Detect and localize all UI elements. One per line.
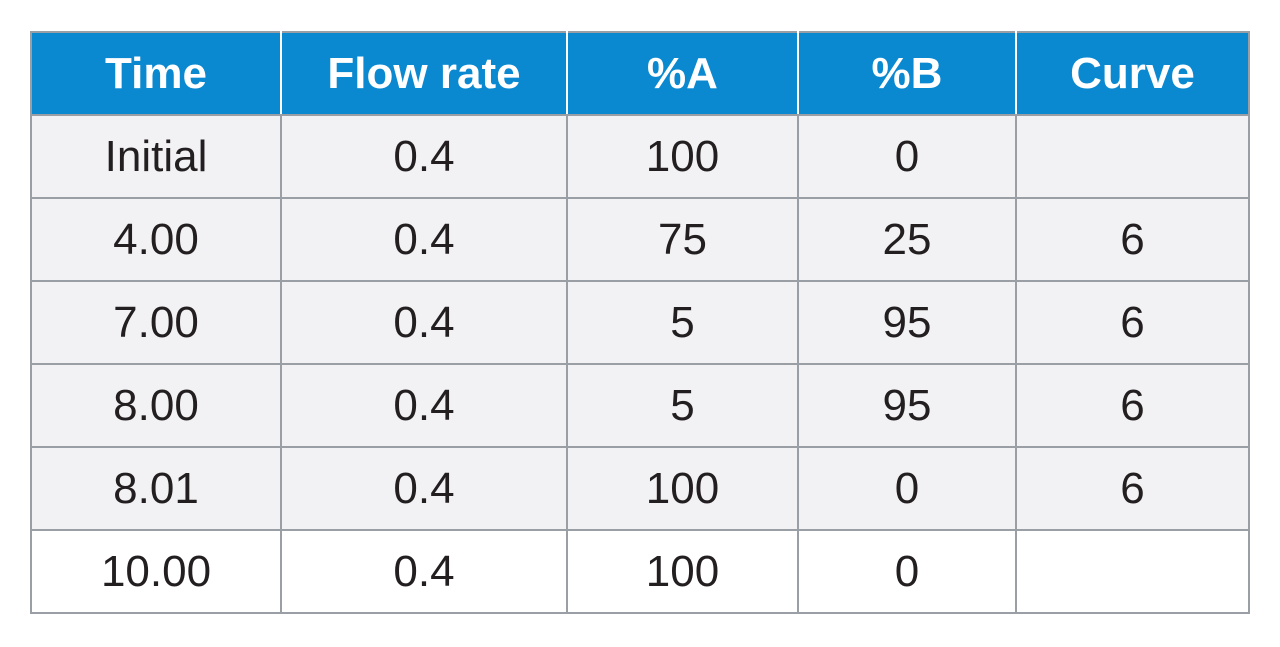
header-percent-b: %B [797,32,1017,116]
header-percent-a: %A [566,32,799,116]
table-row: 4.00 0.4 75 25 6 [30,197,1250,282]
cell-percent-b: 0 [797,529,1017,614]
cell-time: 10.00 [30,529,282,614]
cell-percent-b: 0 [797,114,1017,199]
header-curve: Curve [1015,32,1249,116]
cell-curve: 6 [1015,446,1250,531]
gradient-table: Time Flow rate %A %B Curve Initial 0.4 1… [30,31,1250,614]
cell-time: 7.00 [30,280,282,365]
cell-percent-a: 100 [566,446,799,531]
cell-curve: 6 [1015,363,1250,448]
cell-time: 4.00 [30,197,282,282]
cell-time: 8.01 [30,446,282,531]
table-row: Initial 0.4 100 0 [30,114,1250,199]
cell-percent-a: 5 [566,280,799,365]
cell-flow-rate: 0.4 [280,529,568,614]
cell-percent-b: 0 [797,446,1017,531]
cell-time: Initial [30,114,282,199]
cell-curve [1015,114,1250,199]
cell-flow-rate: 0.4 [280,363,568,448]
cell-percent-b: 25 [797,197,1017,282]
cell-percent-a: 75 [566,197,799,282]
header-flow-rate: Flow rate [280,32,568,116]
cell-percent-a: 5 [566,363,799,448]
cell-time: 8.00 [30,363,282,448]
header-time: Time [31,32,282,116]
cell-curve: 6 [1015,280,1250,365]
table-row: 7.00 0.4 5 95 6 [30,280,1250,365]
cell-percent-a: 100 [566,529,799,614]
cell-percent-a: 100 [566,114,799,199]
table-row: 10.00 0.4 100 0 [30,529,1250,614]
cell-flow-rate: 0.4 [280,197,568,282]
cell-flow-rate: 0.4 [280,280,568,365]
table-row: 8.01 0.4 100 0 6 [30,446,1250,531]
table-row: 8.00 0.4 5 95 6 [30,363,1250,448]
cell-flow-rate: 0.4 [280,446,568,531]
cell-percent-b: 95 [797,363,1017,448]
header-row: Time Flow rate %A %B Curve [31,32,1249,116]
cell-curve [1015,529,1250,614]
cell-flow-rate: 0.4 [280,114,568,199]
cell-percent-b: 95 [797,280,1017,365]
table-header: Time Flow rate %A %B Curve [31,32,1249,116]
cell-curve: 6 [1015,197,1250,282]
table-body: Initial 0.4 100 0 4.00 0.4 75 25 6 7.00 … [30,114,1250,614]
